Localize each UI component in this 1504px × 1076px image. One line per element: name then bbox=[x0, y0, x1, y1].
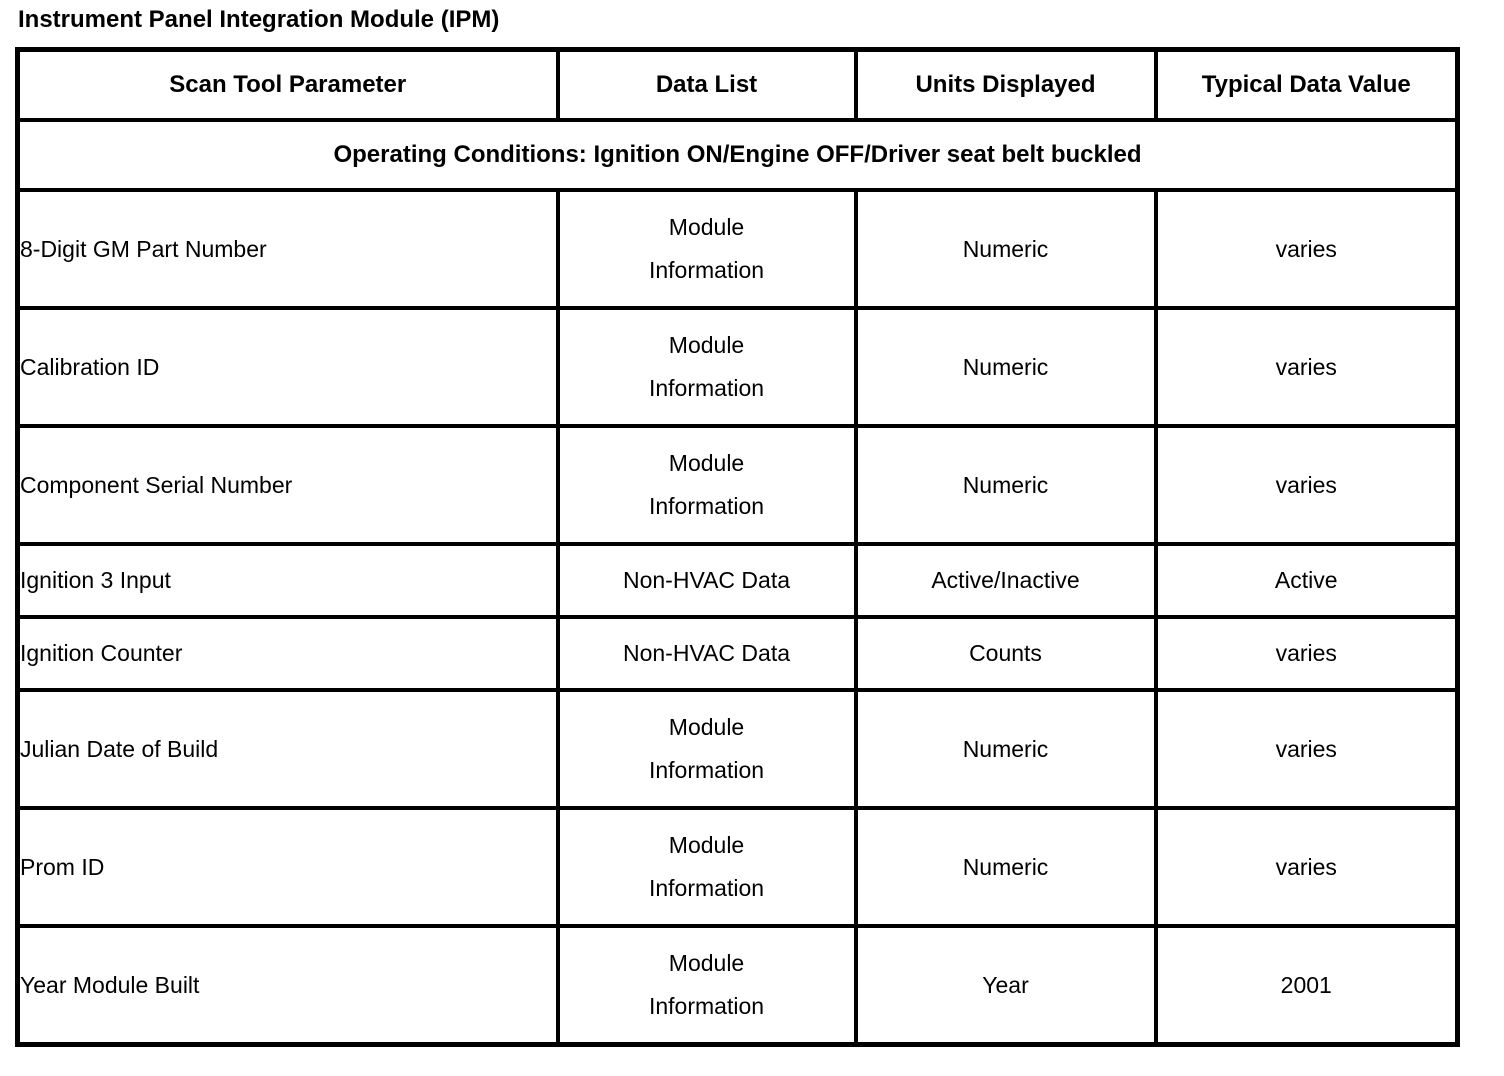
cell-parameter: 8-Digit GM Part Number bbox=[15, 188, 560, 310]
table-row: Prom ID Module Information Numeric varie… bbox=[15, 806, 1460, 928]
page-title: Instrument Panel Integration Module (IPM… bbox=[18, 6, 500, 33]
cell-data-list: Module Information bbox=[555, 188, 858, 310]
column-header-units-displayed: Units Displayed bbox=[853, 47, 1158, 122]
cell-typical-value: varies bbox=[1153, 615, 1460, 692]
column-header-scan-tool-parameter: Scan Tool Parameter bbox=[15, 47, 560, 122]
cell-typical-value: varies bbox=[1153, 424, 1460, 546]
cell-typical-value: 2001 bbox=[1153, 924, 1460, 1047]
cell-units: Numeric bbox=[853, 806, 1158, 928]
cell-parameter: Ignition Counter bbox=[15, 615, 560, 692]
cell-data-list: Module Information bbox=[555, 306, 858, 428]
table-row: Year Module Built Module Information Yea… bbox=[15, 924, 1460, 1047]
cell-units: Year bbox=[853, 924, 1158, 1047]
table-row: Ignition 3 Input Non-HVAC Data Active/In… bbox=[15, 542, 1460, 619]
cell-data-list: Module Information bbox=[555, 806, 858, 928]
cell-parameter: Julian Date of Build bbox=[15, 688, 560, 810]
table-header-row: Scan Tool Parameter Data List Units Disp… bbox=[15, 47, 1460, 122]
cell-parameter: Component Serial Number bbox=[15, 424, 560, 546]
cell-parameter: Calibration ID bbox=[15, 306, 560, 428]
table-row: Ignition Counter Non-HVAC Data Counts va… bbox=[15, 615, 1460, 692]
cell-parameter: Ignition 3 Input bbox=[15, 542, 560, 619]
table-row: Julian Date of Build Module Information … bbox=[15, 688, 1460, 810]
cell-typical-value: Active bbox=[1153, 542, 1460, 619]
cell-typical-value: varies bbox=[1153, 188, 1460, 310]
operating-conditions-row: Operating Conditions: Ignition ON/Engine… bbox=[15, 118, 1460, 192]
column-header-data-list: Data List bbox=[555, 47, 858, 122]
cell-units: Numeric bbox=[853, 188, 1158, 310]
cell-parameter: Year Module Built bbox=[15, 924, 560, 1047]
cell-units: Numeric bbox=[853, 688, 1158, 810]
cell-data-list: Module Information bbox=[555, 424, 858, 546]
cell-units: Active/Inactive bbox=[853, 542, 1158, 619]
cell-units: Numeric bbox=[853, 424, 1158, 546]
cell-units: Counts bbox=[853, 615, 1158, 692]
cell-parameter: Prom ID bbox=[15, 806, 560, 928]
cell-data-list: Module Information bbox=[555, 688, 858, 810]
table-row: 8-Digit GM Part Number Module Informatio… bbox=[15, 188, 1460, 310]
cell-typical-value: varies bbox=[1153, 306, 1460, 428]
operating-conditions-text: Operating Conditions: Ignition ON/Engine… bbox=[15, 118, 1460, 192]
cell-data-list: Non-HVAC Data bbox=[555, 542, 858, 619]
cell-data-list: Module Information bbox=[555, 924, 858, 1047]
cell-typical-value: varies bbox=[1153, 688, 1460, 810]
column-header-typical-data-value: Typical Data Value bbox=[1153, 47, 1460, 122]
table-row: Component Serial Number Module Informati… bbox=[15, 424, 1460, 546]
cell-typical-value: varies bbox=[1153, 806, 1460, 928]
table-row: Calibration ID Module Information Numeri… bbox=[15, 306, 1460, 428]
cell-units: Numeric bbox=[853, 306, 1158, 428]
cell-data-list: Non-HVAC Data bbox=[555, 615, 858, 692]
scan-tool-parameter-table: Scan Tool Parameter Data List Units Disp… bbox=[15, 47, 1460, 1047]
